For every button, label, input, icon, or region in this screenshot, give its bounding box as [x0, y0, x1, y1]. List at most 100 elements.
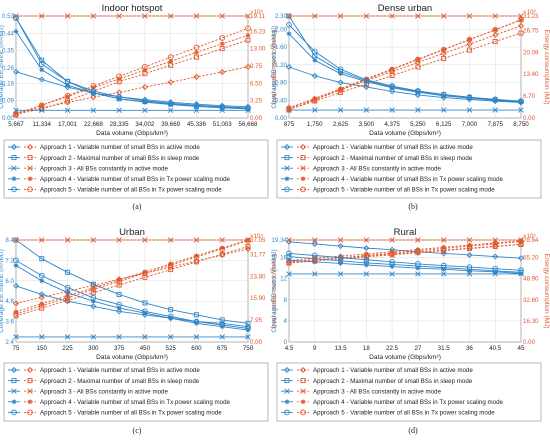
energy-point	[12, 300, 20, 307]
energy-point	[167, 79, 174, 86]
ee-point	[65, 269, 71, 275]
energy-point	[389, 13, 395, 19]
legend-marker-energy	[27, 176, 33, 182]
ee-point	[311, 72, 318, 79]
energy-point	[142, 270, 148, 277]
panel-label: (c)	[133, 426, 142, 435]
legend-label: Approach 2 - Maximal number of small BSs…	[313, 378, 473, 385]
ee-line	[15, 31, 249, 110]
panel-label: (b)	[408, 202, 418, 211]
legend-label: Approach 1 - Variable number of small BS…	[40, 367, 200, 374]
ee-point	[415, 265, 421, 271]
series-3	[286, 237, 524, 277]
energy-point	[492, 240, 499, 247]
energy-point	[90, 85, 96, 90]
ee-point	[168, 307, 174, 313]
ee-point	[167, 107, 174, 114]
y-left-tick-label: 0.00	[2, 115, 15, 122]
ee-point	[90, 298, 96, 304]
energy-point	[518, 30, 524, 36]
x-tick-label: 9	[313, 345, 317, 352]
ee-point	[13, 28, 19, 34]
legend-marker-energy	[26, 366, 34, 374]
x-tick-label: 45	[518, 345, 525, 352]
energy-point	[467, 242, 472, 248]
y-right-axis-label: Energy consumption (MJ)	[543, 29, 550, 104]
legend-label: Approach 5 - Variable number of all BSs …	[313, 187, 495, 194]
energy-point	[65, 297, 71, 303]
y-right-tick-label: 13.40	[523, 71, 539, 78]
energy-point	[286, 106, 292, 111]
ee-point	[219, 317, 225, 323]
y-left-axis-label: Coverage EE metric (m²/MJ)	[271, 249, 278, 333]
x-tick-label: 34,002	[135, 121, 154, 128]
energy-point	[38, 102, 45, 109]
y-right-tick-label: 32.60	[523, 297, 539, 304]
x-axis-label: Data volume (Gbps/km²)	[96, 130, 168, 137]
energy-point	[193, 259, 199, 265]
energy-point	[142, 237, 148, 243]
energy-point	[466, 237, 473, 243]
ee-point	[167, 334, 174, 340]
legend-marker-ee	[283, 366, 291, 374]
legend-label: Approach 1 - Variable number of small BS…	[313, 144, 473, 151]
ee-point	[415, 261, 421, 267]
legend-label: Approach 4 - Variable number of small BS…	[40, 399, 231, 406]
ee-point	[39, 278, 45, 284]
ee-point	[168, 102, 174, 107]
y-left-tick-label: 4	[284, 318, 288, 325]
y-right-tick-label: 0.00	[523, 339, 536, 346]
series-5	[13, 15, 251, 118]
ee-line	[15, 17, 249, 109]
ee-point	[90, 88, 97, 94]
y-right-tick-label: 16.23	[250, 28, 266, 35]
legend: Approach 1 - Variable number of small BS…	[276, 362, 542, 422]
ee-point	[363, 245, 370, 252]
ee-point	[440, 107, 447, 113]
ee-point	[245, 105, 251, 111]
series-2	[13, 15, 251, 117]
energy-point	[389, 66, 395, 72]
series-5	[13, 237, 251, 332]
energy-point	[13, 311, 19, 317]
energy-line	[15, 246, 249, 317]
legend-marker-energy	[300, 165, 306, 171]
legend-item: Approach 1 - Variable number of small BS…	[281, 143, 473, 151]
energy-point	[219, 246, 226, 252]
ee-point	[338, 261, 343, 266]
energy-point	[466, 243, 473, 249]
y-left-axis-label: Coverage EE metric (m²/MJ)	[271, 25, 278, 109]
ee-point	[492, 265, 499, 272]
energy-line	[288, 241, 522, 263]
ee-line	[15, 71, 249, 108]
energy-point	[116, 73, 122, 80]
ee-line	[288, 24, 522, 102]
legend-box	[276, 139, 542, 199]
legend-label: Approach 2 - Maximal number of small BSs…	[40, 155, 200, 162]
y-right-tick-label: 26.75	[523, 28, 539, 35]
energy-point	[415, 247, 421, 252]
legend-marker-energy	[299, 143, 307, 151]
x-tick-label: 3,500	[359, 121, 375, 128]
energy-point	[245, 25, 251, 32]
y-right-tick-label: 23.80	[250, 273, 266, 280]
energy-point	[142, 13, 148, 19]
energy-point	[338, 86, 343, 92]
energy-point	[194, 49, 199, 55]
x-tick-label: 6,125	[436, 121, 452, 128]
x-tick-label: 51,003	[213, 121, 232, 128]
legend-marker-ee	[10, 366, 18, 374]
ee-point	[142, 334, 148, 340]
legend-box	[3, 362, 269, 422]
ee-point	[415, 89, 421, 95]
legend-item: Approach 5 - Variable number of all BSs …	[8, 186, 222, 194]
ee-point	[13, 107, 19, 114]
legend-marker-energy	[27, 165, 33, 171]
energy-point	[311, 96, 318, 103]
legend-box	[3, 139, 269, 199]
y-left-tick-label: 8	[284, 297, 288, 304]
energy-point	[219, 251, 225, 257]
ee-point	[389, 271, 395, 277]
ee-point	[245, 106, 251, 112]
